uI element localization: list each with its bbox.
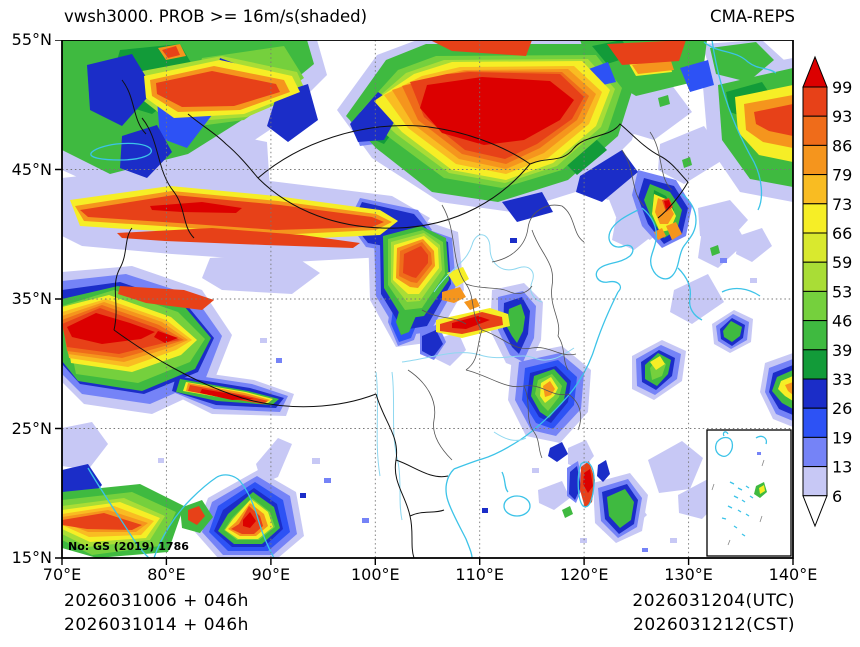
- map-canvas: No: GS (2019) 1786: [55, 39, 795, 566]
- valid-time-cst: 2026031212(CST): [633, 615, 795, 635]
- probability-shading: [62, 40, 793, 558]
- map-note: No: GS (2019) 1786: [68, 540, 189, 553]
- svg-text:26: 26: [832, 399, 852, 418]
- svg-text:46: 46: [832, 312, 852, 331]
- page-title: vwsh3000. PROB >= 16m/s(shaded): [64, 7, 368, 26]
- svg-text:79: 79: [832, 166, 852, 185]
- valid-time-utc: 2026031204(UTC): [632, 591, 795, 611]
- national-borders: [113, 79, 689, 558]
- svg-text:33: 33: [832, 370, 852, 389]
- y-tick-label: 55°N: [11, 30, 52, 49]
- x-tick-label: 80°E: [147, 565, 186, 584]
- y-tick-label: 15°N: [11, 548, 52, 567]
- colorbar-graphic: 99 93 86 79 73 66 59 53 46 39 33 26 19 13 6: [802, 55, 852, 528]
- svg-text:53: 53: [832, 282, 852, 301]
- colorbar: 99 93 86 79 73 66 59 53 46 39 33 26 19 13 6: [802, 54, 860, 534]
- x-tick-label: 70°E: [42, 565, 82, 584]
- x-tick-label: 130°E: [664, 565, 713, 584]
- svg-text:93: 93: [832, 107, 852, 126]
- init-time-cst: 2026031014 + 046h: [64, 615, 249, 635]
- svg-text:86: 86: [832, 136, 852, 155]
- x-tick-label: 120°E: [559, 565, 609, 584]
- x-tick-label: 90°E: [251, 565, 291, 584]
- province-borders: [407, 131, 673, 461]
- x-tick-label: 140°E: [768, 565, 818, 584]
- y-tick-label: 25°N: [11, 418, 52, 438]
- svg-text:73: 73: [832, 195, 852, 214]
- x-tick-label: 100°E: [350, 565, 400, 584]
- svg-text:99: 99: [832, 78, 852, 97]
- svg-text:39: 39: [832, 341, 852, 360]
- init-time-utc: 2026031006 + 046h: [64, 591, 249, 611]
- rivers: [375, 234, 575, 521]
- y-tick-label: 45°N: [11, 159, 52, 179]
- coastlines: [87, 40, 777, 558]
- axis-ticks: [55, 39, 794, 565]
- south-china-sea-inset: [706, 429, 792, 557]
- svg-text:6: 6: [832, 487, 842, 506]
- svg-text:19: 19: [832, 428, 852, 447]
- y-tick-label: 35°N: [11, 289, 52, 308]
- svg-text:66: 66: [832, 224, 852, 243]
- gridlines: [62, 40, 793, 558]
- svg-text:59: 59: [832, 253, 852, 272]
- svg-text:13: 13: [832, 458, 852, 477]
- model-name: CMA-REPS: [710, 7, 795, 26]
- map-graphic: [55, 39, 794, 565]
- x-tick-label: 110°E: [455, 565, 505, 584]
